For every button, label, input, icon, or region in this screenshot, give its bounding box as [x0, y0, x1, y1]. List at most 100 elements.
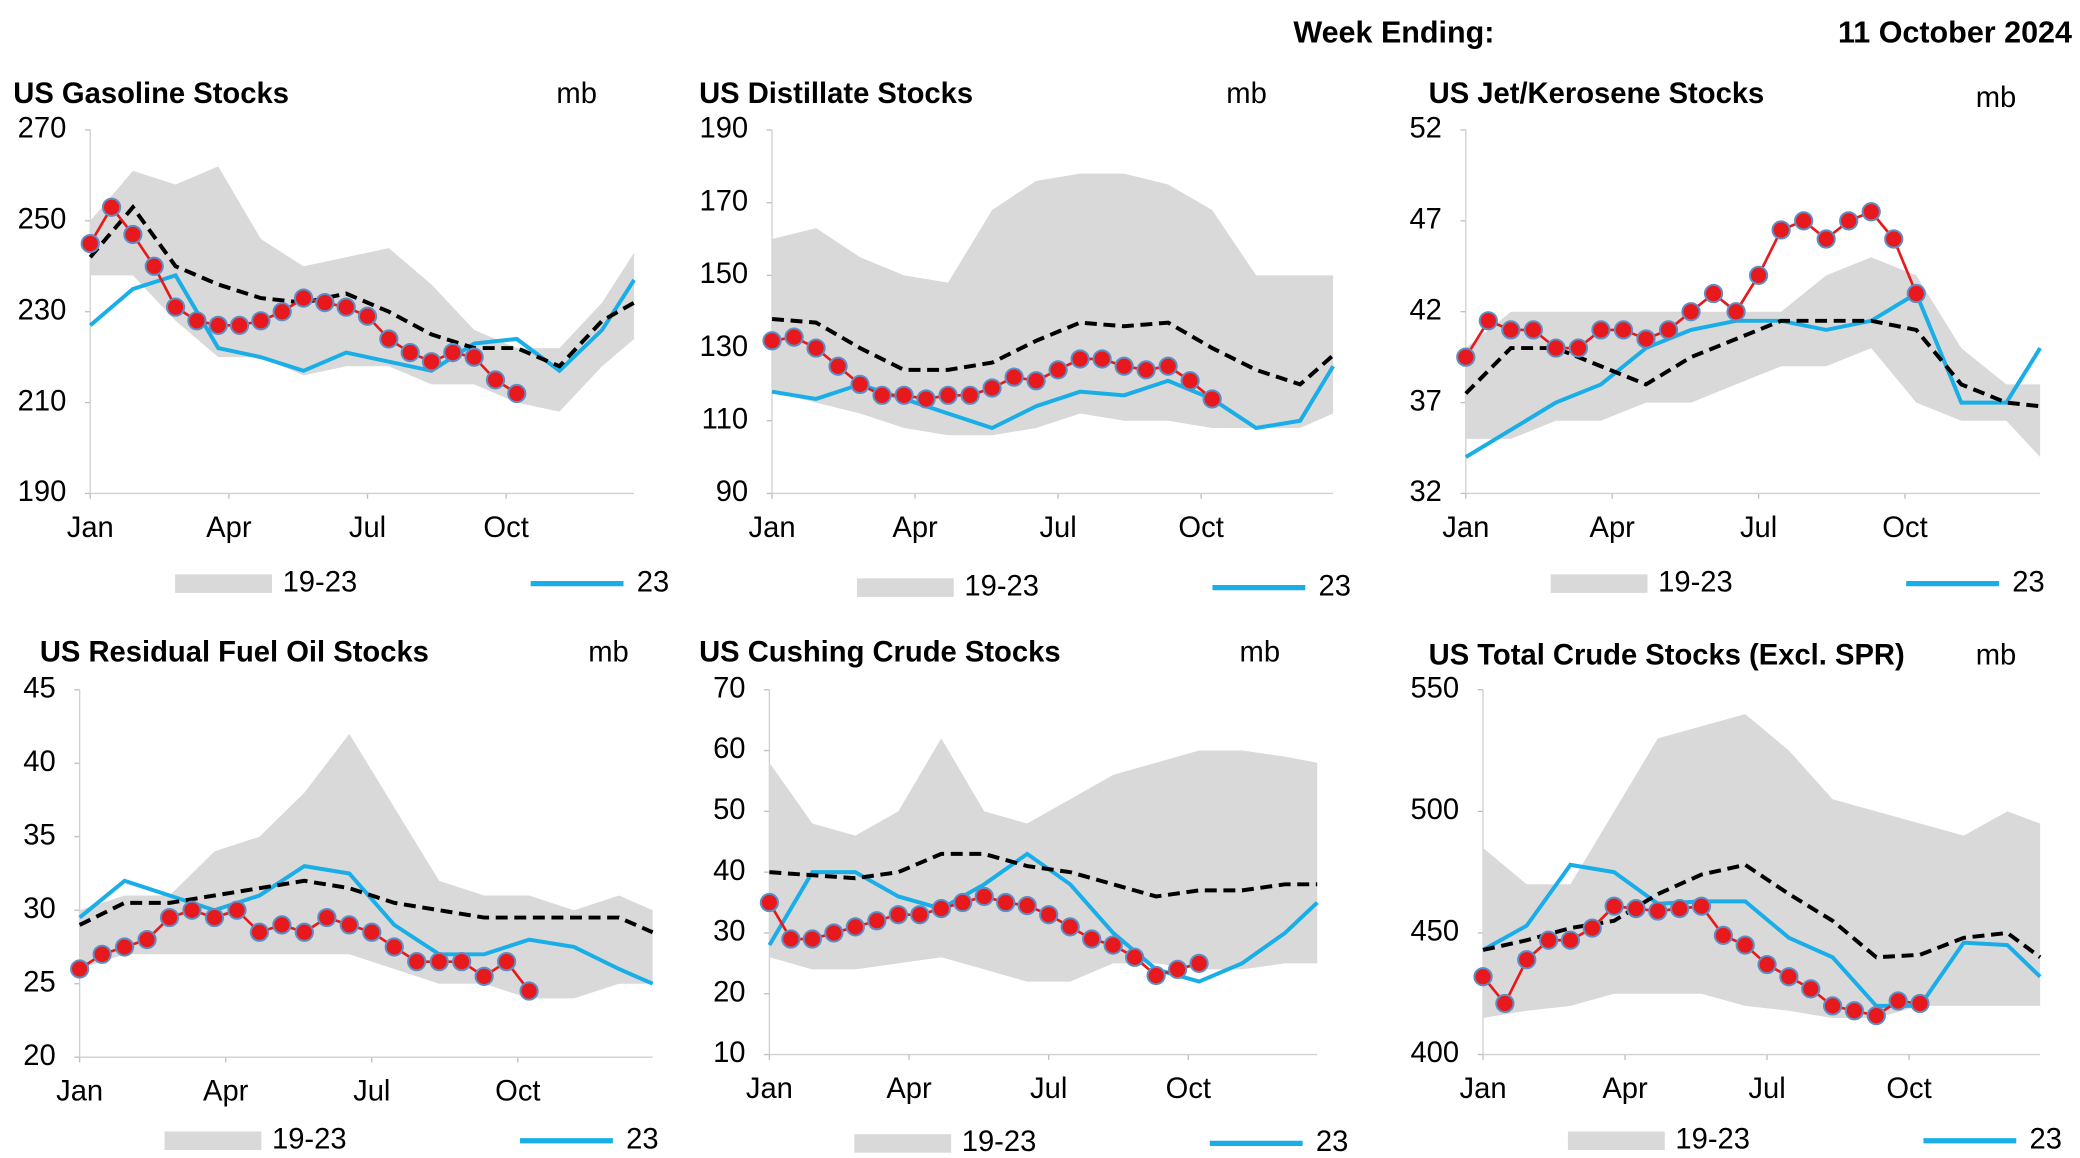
range-band: [769, 738, 1318, 982]
data-point: [1026, 371, 1046, 391]
y-tick-label: 45: [23, 672, 55, 704]
average-line: [78, 878, 654, 935]
y-tick-label: 500: [1410, 794, 1459, 826]
data-point: [251, 311, 271, 331]
x-tick-label: Jul: [349, 512, 386, 544]
data-point: [1103, 935, 1123, 955]
data-point: [92, 944, 112, 964]
data-point: [1495, 993, 1515, 1014]
chart-title: US Total Crude Stocks (Excl. SPR): [1429, 639, 1905, 671]
y-tick-label: 25: [23, 966, 55, 998]
data-point: [1839, 211, 1859, 231]
y-tick-label: 230: [18, 294, 67, 326]
data-point: [850, 374, 870, 395]
data-point: [1906, 283, 1926, 304]
data-point: [1748, 265, 1769, 285]
y-tick-label: 47: [1409, 204, 1441, 236]
data-point: [507, 383, 527, 404]
y-tick-label: 40: [23, 746, 55, 778]
data-point: [1866, 1006, 1886, 1026]
data-point: [974, 886, 994, 907]
data-point: [938, 385, 958, 405]
data-point: [229, 315, 250, 335]
data-point: [1004, 367, 1024, 387]
average-line: [1482, 862, 2042, 960]
data-point: [496, 952, 517, 972]
data-point: [1604, 896, 1624, 916]
data-point: [1060, 917, 1080, 937]
chart-title: US Gasoline Stocks: [13, 78, 289, 110]
data-point: [1884, 229, 1904, 249]
x-tick-label: Apr: [203, 1076, 249, 1108]
data-point: [1636, 329, 1656, 349]
data-point: [781, 929, 801, 949]
y-tick-label: 32: [1409, 476, 1441, 508]
data-point: [960, 385, 980, 405]
x-tick-label: Jul: [353, 1076, 390, 1108]
x-tick-label: Jan: [746, 1073, 793, 1105]
legend-label: 19-23: [1675, 1123, 1750, 1155]
y-tick-label: 400: [1410, 1037, 1459, 1069]
data-point: [249, 922, 270, 942]
data-point: [867, 911, 887, 931]
data-point: [294, 922, 314, 942]
series-line: [1482, 862, 2042, 1008]
chart-panel: US Gasoline Stocks mb 190 210 230 250 270 Jan Ap…: [13, 78, 669, 598]
y-tick-label: 10: [713, 1037, 745, 1069]
data-point: [159, 907, 180, 928]
y-tick-label: 190: [18, 476, 67, 508]
x-tick-label: Oct: [483, 512, 528, 544]
data-point: [1158, 356, 1178, 376]
y-tick-label: 20: [23, 1040, 55, 1072]
x-tick-label: Jan: [1442, 512, 1489, 544]
data-point: [144, 256, 164, 276]
data-point: [1523, 320, 1543, 340]
data-point: [1039, 905, 1059, 925]
x-tick-label: Oct: [495, 1076, 540, 1108]
data-point: [182, 900, 202, 920]
data-point: [114, 937, 135, 957]
data-point: [824, 923, 844, 943]
y-tick-label: 450: [1410, 916, 1459, 948]
data-point: [1703, 283, 1724, 304]
data-point: [1125, 947, 1145, 967]
x-tick-label: Oct: [1166, 1073, 1211, 1105]
y-tick-label: 20: [713, 976, 745, 1008]
data-point: [1202, 389, 1222, 409]
y-tick-label: 90: [716, 476, 748, 508]
x-tick-label: Jul: [1039, 512, 1076, 544]
y-tick-label: 210: [18, 385, 67, 417]
x-tick-label: Apr: [886, 1073, 932, 1105]
chart-panel: US Jet/Kerosene Stocks mb 32 37 42 47 52 Jan Apr…: [1409, 78, 2044, 598]
legend-label: 19-23: [1658, 566, 1733, 598]
chart-panel: US Residual Fuel Oil Stocks mb 20 25 30 35 40 4…: [23, 637, 658, 1156]
y-tick-label: 30: [713, 916, 745, 948]
data-point: [339, 915, 359, 935]
data-point: [407, 952, 427, 972]
chart-panel: US Total Crude Stocks (Excl. SPR) mb 400 45…: [1410, 639, 2062, 1155]
data-point: [1517, 950, 1537, 970]
data-point: [1691, 896, 1712, 916]
y-tick-label: 110: [702, 403, 749, 435]
data-point: [762, 331, 782, 351]
data-point: [784, 327, 804, 347]
unit-label: mb: [1226, 78, 1267, 110]
x-tick-label: Apr: [1602, 1073, 1648, 1105]
data-point: [293, 288, 314, 308]
data-point: [429, 952, 449, 972]
x-tick-label: Apr: [1589, 512, 1635, 544]
unit-label: mb: [1976, 82, 2017, 114]
y-tick-label: 150: [699, 258, 748, 290]
data-point: [187, 311, 207, 331]
data-point: [828, 356, 848, 376]
y-tick-label: 35: [23, 819, 55, 851]
legend-label: 19-23: [272, 1123, 347, 1155]
data-point: [1658, 320, 1679, 340]
data-point: [1189, 953, 1209, 973]
data-point: [1713, 925, 1733, 945]
data-point: [802, 929, 822, 949]
legend-label: 23: [2030, 1123, 2062, 1155]
x-tick-label: Jan: [749, 512, 796, 544]
data-point: [910, 905, 930, 925]
data-point: [1735, 935, 1755, 955]
